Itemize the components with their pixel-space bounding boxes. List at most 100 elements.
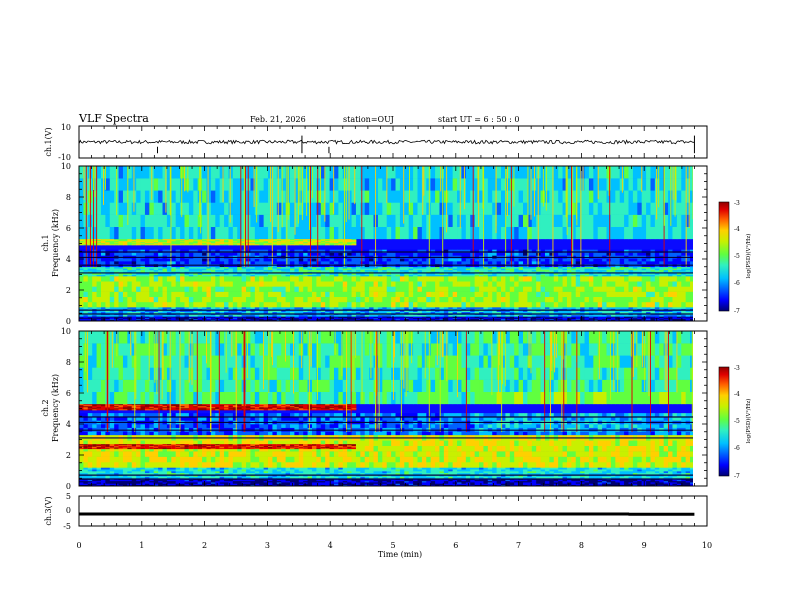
spectrogram-cell (597, 317, 603, 319)
spectrogram-cell (527, 307, 533, 309)
spectrogram-cell (549, 276, 555, 282)
spectrogram-cell (202, 238, 207, 241)
spectrogram-cell (144, 178, 150, 191)
spectrogram-cell (237, 244, 243, 246)
spectrogram-cell (294, 166, 300, 179)
spectrogram-cell (92, 286, 97, 292)
spectrogram-cell (153, 317, 159, 319)
spectrogram-cell (399, 271, 405, 274)
spectrogram-cell (333, 242, 339, 245)
spectrogram-cell (496, 319, 502, 321)
spectrogram-cell (272, 242, 278, 245)
spectrogram-cell (588, 296, 594, 303)
spectrogram-cell (408, 281, 414, 287)
spectrogram-cell (382, 311, 388, 314)
spectrogram-cell (421, 276, 427, 282)
spectrogram-cell (544, 226, 550, 240)
spectrogram-cell (404, 301, 410, 308)
spectrogram-cell (632, 314, 638, 317)
spectrogram-cell (501, 274, 506, 277)
spectrogram-cell (637, 310, 643, 312)
spectrogram-cell (298, 316, 304, 318)
spectrogram-cell (342, 238, 348, 241)
spectrogram-cell (523, 178, 528, 191)
spectrogram-cell (96, 308, 102, 311)
spectrogram-cell (544, 268, 550, 271)
spectrogram-cell (501, 311, 506, 314)
spectrogram-cell (470, 272, 476, 275)
spectrogram-cell (373, 274, 379, 277)
spectrogram-cell (377, 178, 383, 191)
spectrogram-cell (619, 317, 625, 319)
spectrogram-cell (457, 249, 462, 253)
spectrogram-cell (303, 307, 308, 309)
spectrogram-cell (496, 301, 502, 308)
spectrogram-cell (158, 317, 163, 319)
spectrogram-cell (553, 271, 559, 274)
spectrogram-cell (549, 281, 555, 287)
spectrogram-cell (391, 317, 396, 319)
spectrogram-cell (523, 266, 528, 269)
spectrogram-cell (338, 239, 344, 242)
spectrogram-cell (628, 318, 634, 320)
spectrogram-cell (193, 281, 199, 287)
spectrogram-cell (355, 226, 361, 240)
spectrogram-cell (342, 317, 348, 319)
spectrogram-cell (395, 271, 401, 274)
spectrogram-cell (395, 274, 401, 277)
spectrogram-cell (294, 242, 300, 245)
spectrogram-cell (100, 317, 106, 319)
spectrogram-cell (602, 266, 607, 269)
spectrogram-cell (514, 249, 519, 253)
spectrogram-cell (224, 249, 229, 253)
spectrogram-cell (632, 317, 638, 319)
spectrogram-cell (426, 307, 432, 309)
spectrogram-cell (254, 244, 260, 246)
spectrogram-cell (430, 308, 436, 311)
spectrogram-cell (571, 214, 577, 228)
spectrogram-cell (553, 268, 559, 271)
spectrogram-cell (382, 291, 388, 298)
spectrogram-cell (399, 178, 405, 191)
spectrogram-cell (615, 276, 621, 282)
spectrogram-cell (558, 291, 563, 298)
spectrogram-cell (202, 281, 207, 287)
spectrogram-cell (474, 266, 480, 269)
spectrogram-cell (224, 241, 229, 244)
spectrogram-cell (483, 301, 489, 308)
spectrogram-cell (197, 226, 203, 240)
spectrogram-cell (237, 178, 243, 191)
spectrogram-cell (610, 274, 616, 277)
spectrogram-cell (386, 318, 392, 320)
spectrogram-cell (474, 272, 480, 275)
spectrogram-cell (184, 301, 190, 308)
spectrogram-cell (404, 190, 410, 203)
spectrogram-cell (448, 269, 454, 272)
spectrogram-cell (241, 316, 247, 318)
spectrogram-cell (290, 202, 295, 215)
spectrogram-cell (435, 266, 440, 269)
spectrogram-cell (122, 266, 128, 269)
spectrogram-cell (153, 311, 159, 314)
spectrogram-cell (465, 281, 471, 287)
spectrogram-cell (531, 296, 537, 303)
spectrogram-cell (250, 258, 256, 262)
spectrogram-cell (553, 252, 559, 256)
spectrogram-cell (461, 316, 467, 318)
spectrogram-cell (584, 190, 590, 203)
spectrogram-cell (364, 319, 370, 321)
spectrogram-cell (276, 318, 282, 320)
spectrogram-cell (307, 301, 313, 308)
spectrogram-cell (325, 226, 330, 240)
spectrogram-cell (127, 301, 133, 308)
spectrogram-cell (351, 317, 357, 319)
spectrogram-cell (140, 242, 146, 245)
spectrogram-cell (395, 269, 401, 272)
spectrogram-cell (549, 261, 555, 265)
spectrogram-cell (452, 317, 458, 319)
spectrogram-cell (544, 249, 550, 253)
spectrogram-cell (584, 202, 590, 215)
spectrogram-cell (435, 281, 440, 287)
spectrogram-cell (360, 286, 366, 292)
spectrogram-cell (566, 166, 572, 179)
